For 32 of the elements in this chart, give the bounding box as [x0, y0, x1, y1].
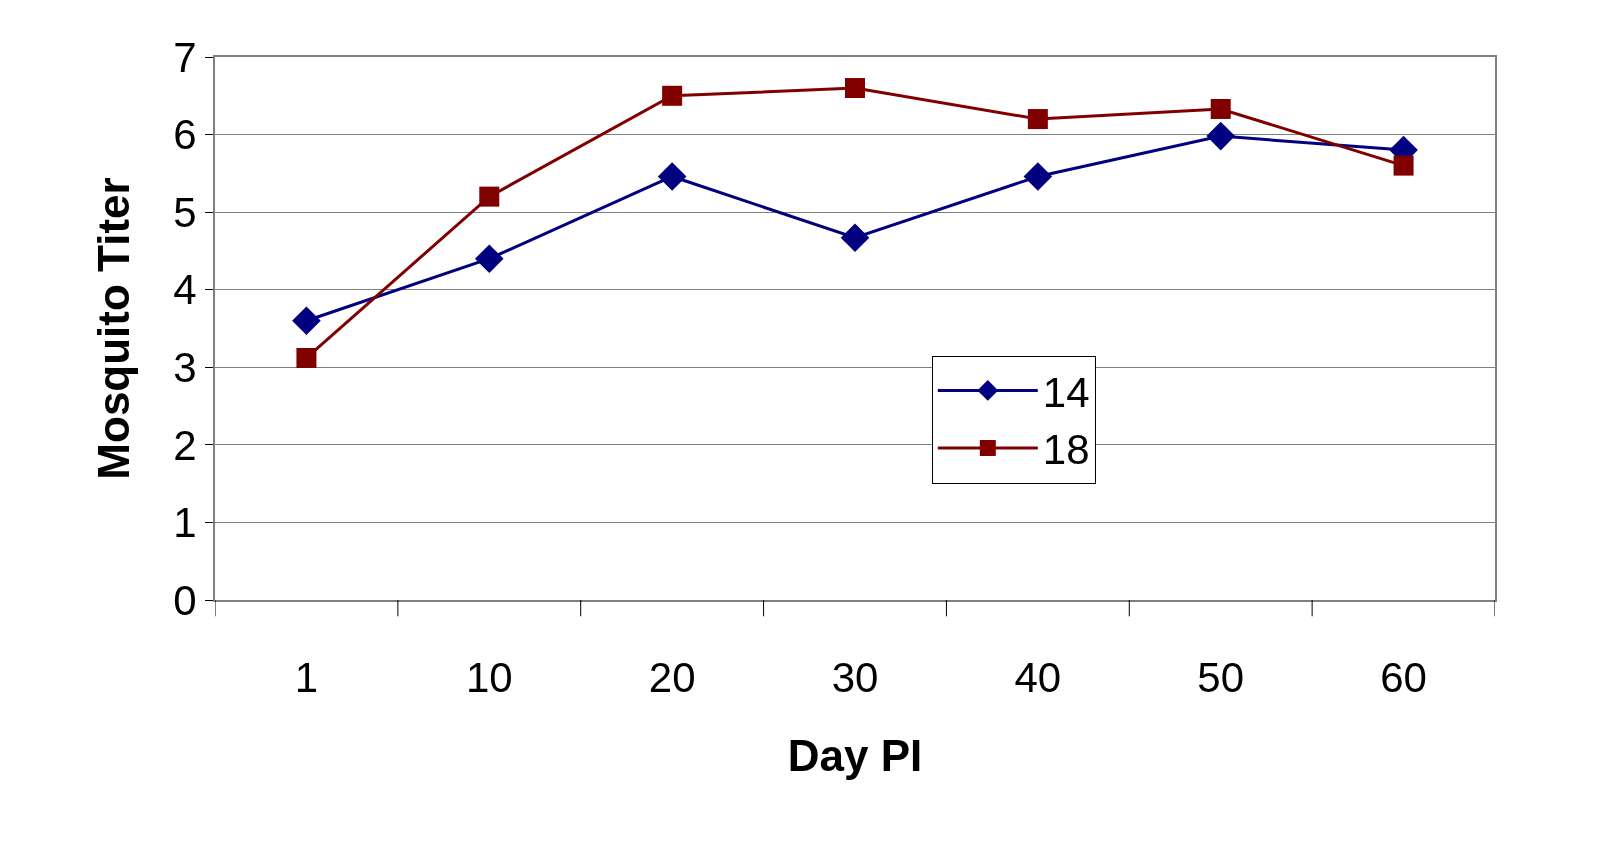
y-tick-label: 4 [173, 266, 197, 314]
y-tick-label: 0 [173, 576, 197, 624]
point [1393, 155, 1414, 176]
y-tick-label: 1 [173, 499, 197, 547]
point [662, 85, 683, 106]
x-tick-label: 40 [1014, 654, 1062, 702]
y-axis-title: Mosquito Titer [88, 177, 138, 480]
x-axis-title: Day PI [787, 731, 923, 781]
y-tick-label: 5 [173, 188, 197, 236]
point [845, 78, 865, 99]
point [474, 244, 504, 273]
x-tick-label: 10 [465, 654, 513, 702]
y-tick-label: 2 [173, 421, 197, 469]
y-tick-label: 3 [173, 343, 197, 391]
legend-label: 18 [1042, 426, 1090, 474]
point [657, 162, 687, 191]
x-tick-label: 1 [294, 654, 319, 702]
x-tick-label: 30 [831, 654, 879, 702]
point [1027, 109, 1048, 130]
x-tick-label: 60 [1380, 654, 1427, 702]
legend-label: 14 [1042, 368, 1090, 416]
point [292, 306, 321, 336]
y-tick-label: 6 [173, 111, 197, 159]
x-tick-label: 50 [1197, 654, 1245, 702]
point [1206, 121, 1236, 151]
point [296, 347, 317, 368]
point [840, 223, 870, 253]
y-tick-label: 7 [173, 33, 197, 81]
x-tick-label: 20 [648, 654, 696, 702]
point [479, 186, 500, 207]
point [1210, 98, 1231, 119]
point [1023, 162, 1053, 191]
